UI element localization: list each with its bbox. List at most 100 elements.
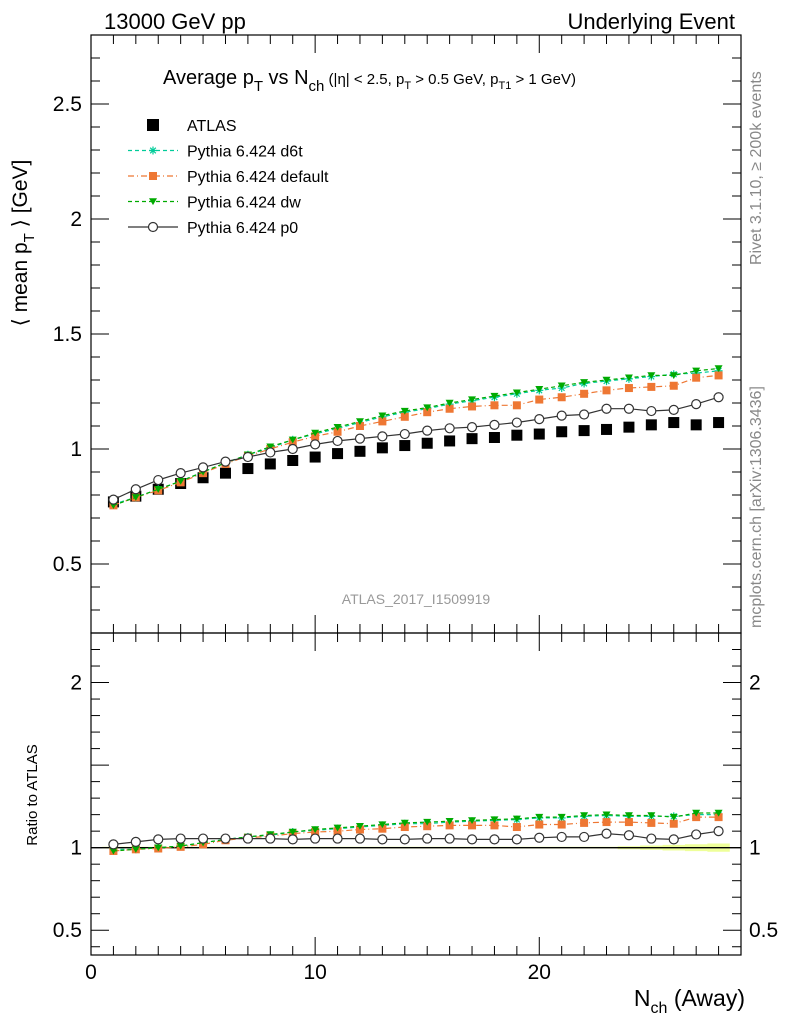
data-point [197, 472, 209, 484]
data-point [488, 432, 500, 443]
data-point [354, 445, 366, 457]
data-point [444, 833, 455, 844]
main-y-tick-label: 0.5 [53, 553, 82, 576]
legend-item: ATLAS [147, 118, 237, 135]
data-point [421, 437, 433, 449]
rivet-version-label: Rivet 3.1.10, ≥ 200k events [748, 71, 765, 265]
series-pythia-6-424-p0 [108, 392, 724, 505]
data-point [444, 423, 455, 434]
data-point [556, 410, 567, 421]
data-point [490, 401, 499, 410]
data-point [332, 448, 344, 460]
data-point [691, 829, 702, 840]
data-point [668, 404, 679, 415]
data-point [310, 439, 321, 450]
data-point [647, 812, 656, 820]
data-point [355, 823, 364, 830]
data-point [423, 404, 432, 412]
data-point [512, 389, 521, 397]
data-point [242, 833, 253, 844]
data-point [556, 831, 567, 843]
data-point [354, 433, 366, 444]
data-point [512, 823, 521, 832]
data-point [669, 381, 678, 390]
main-y-tick-label: 2 [70, 208, 82, 231]
main-title: Average pT vs Nch (|η| < 2.5, pT > 0.5 G… [163, 67, 576, 95]
legend-label: Pythia 6.424 default [187, 169, 329, 186]
legend-item: Pythia 6.424 p0 [128, 220, 298, 237]
data-point [311, 826, 320, 834]
data-point [147, 119, 159, 131]
legend-item: Pythia 6.424 dw [128, 195, 301, 212]
data-point [400, 407, 409, 415]
data-point [265, 447, 276, 458]
data-point [466, 834, 478, 845]
data-point [535, 813, 544, 821]
data-point [468, 396, 477, 404]
ratio-y-tick-label-right: 2 [749, 672, 761, 695]
data-point [131, 494, 140, 501]
data-point [668, 417, 680, 429]
data-point [669, 372, 678, 379]
process-label: Underlying Event [567, 9, 735, 34]
legend-label: Pythia 6.424 d6t [187, 144, 303, 161]
data-point [153, 474, 164, 486]
data-point [131, 846, 140, 853]
data-point [535, 820, 544, 829]
ratio-uncertainty-band [91, 843, 741, 852]
series-line [113, 816, 719, 852]
x-tick-label: 10 [303, 961, 326, 984]
data-point [601, 403, 612, 414]
data-point [176, 842, 185, 850]
data-point [378, 412, 387, 420]
data-point [445, 399, 454, 407]
data-point [668, 834, 679, 845]
data-point [130, 836, 141, 847]
data-point [692, 813, 701, 822]
main-y-tick-label: 1 [70, 438, 82, 461]
data-point [468, 402, 477, 411]
series-line [113, 374, 719, 506]
ratio-plot-frame [90, 632, 742, 956]
analysis-label: ATLAS_2017_I1509919 [342, 591, 491, 607]
data-point [266, 443, 275, 451]
data-point [109, 847, 118, 855]
data-point [623, 421, 635, 433]
data-point [535, 386, 544, 393]
data-point [490, 816, 499, 824]
data-point [713, 392, 724, 403]
data-point [197, 462, 209, 473]
data-point [557, 820, 566, 829]
data-point [399, 428, 410, 440]
data-point [378, 821, 387, 829]
data-point [422, 425, 433, 436]
data-point [602, 376, 611, 384]
data-point [714, 371, 723, 380]
data-point [149, 146, 157, 155]
data-point [242, 463, 254, 475]
data-point [556, 426, 568, 438]
main-y-axis-label: ⟨ mean pT ⟩ [GeV] [9, 160, 38, 327]
data-point [511, 429, 523, 441]
data-point [624, 812, 633, 820]
data-point [580, 812, 589, 820]
legend-item: Pythia 6.424 default [128, 169, 329, 186]
x-tick-label: 20 [528, 961, 551, 984]
data-point [490, 392, 499, 400]
data-point [690, 419, 702, 431]
data-point [423, 818, 432, 826]
data-point [623, 403, 635, 414]
legend-label: ATLAS [187, 118, 237, 135]
data-point [422, 833, 433, 844]
data-point [580, 389, 589, 398]
data-point [714, 365, 723, 373]
data-point [400, 823, 409, 832]
data-point [534, 832, 545, 843]
data-point [669, 813, 678, 821]
data-point [578, 425, 590, 437]
data-point [624, 374, 633, 382]
series-atlas [107, 417, 725, 508]
data-point [154, 844, 163, 852]
data-point [355, 422, 364, 430]
